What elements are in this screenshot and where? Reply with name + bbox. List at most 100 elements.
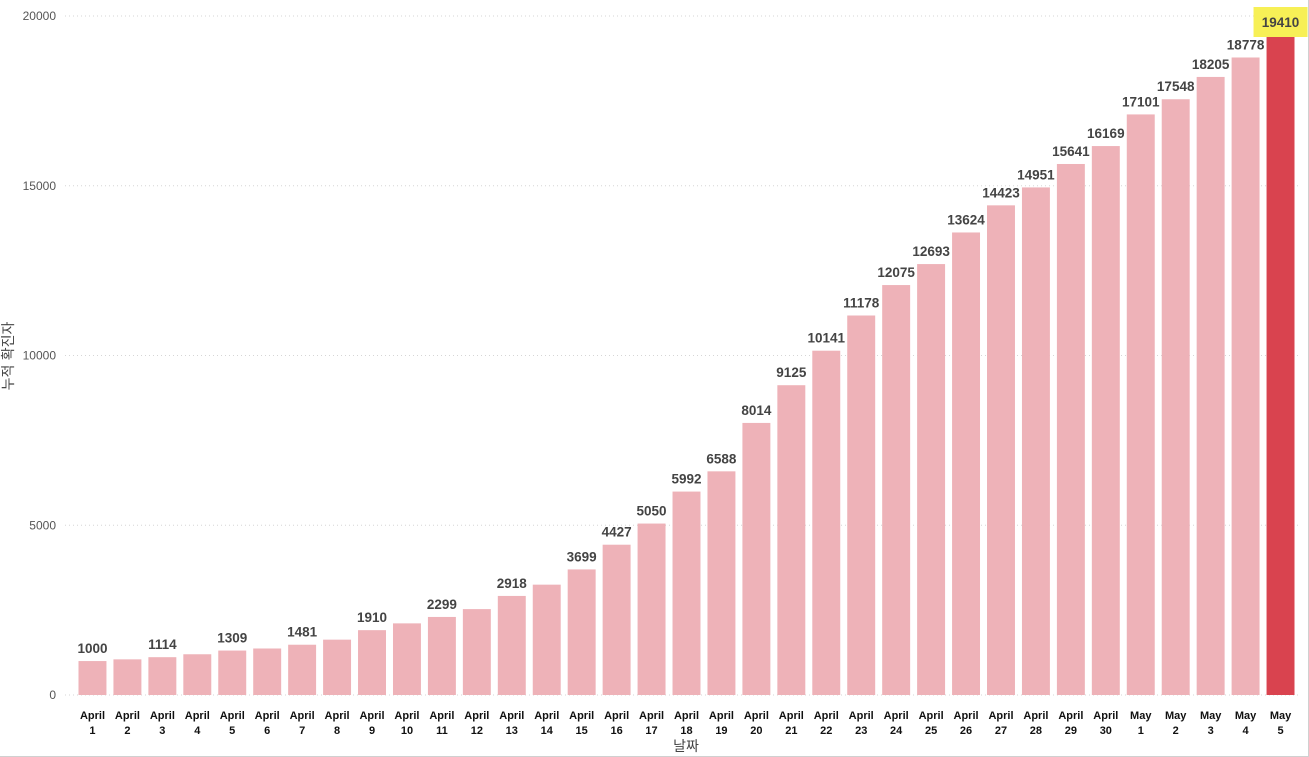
bar[interactable] [1161, 99, 1190, 695]
x-tick-label-day: 5 [1277, 725, 1283, 737]
bar[interactable] [288, 644, 317, 695]
data-label: 17548 [1157, 79, 1195, 94]
x-tick-label-day: 4 [194, 725, 201, 737]
data-label: 1309 [217, 631, 247, 646]
bar[interactable] [323, 639, 352, 695]
bar[interactable] [392, 623, 421, 695]
x-tick-label-month: April [814, 710, 839, 722]
x-tick-label-day: 1 [1138, 725, 1144, 737]
bar[interactable] [882, 285, 911, 695]
bar[interactable] [1231, 57, 1260, 696]
x-tick-label-day: 26 [960, 725, 972, 737]
x-tick-label-month: April [674, 710, 699, 722]
bar[interactable] [952, 232, 981, 695]
x-tick-label-month: April [1093, 710, 1118, 722]
bar[interactable] [707, 471, 736, 695]
bar[interactable] [253, 648, 282, 695]
data-label: 12075 [877, 265, 915, 280]
bar[interactable] [218, 650, 247, 695]
x-tick-label-month: April [150, 710, 175, 722]
y-tick-label: 5000 [29, 518, 56, 532]
bars [78, 36, 1295, 696]
x-tick-label-day: 1 [89, 725, 95, 737]
x-tick-label-month: April [569, 710, 594, 722]
x-axis-ticks: April 1 April 2 April 3 April 4 April 5 April 6 Apri… [80, 710, 1292, 737]
bar[interactable] [183, 654, 212, 695]
data-labels: 1000 1114 1309 1481 1910 2299 2918 3699 4427 5050… [77, 7, 1308, 656]
bar[interactable] [812, 350, 841, 695]
x-tick-label-day: 6 [264, 725, 270, 737]
data-label: 14423 [982, 185, 1020, 200]
bar[interactable] [1266, 36, 1295, 695]
x-tick-label-month: April [988, 710, 1013, 722]
data-label: 4427 [602, 525, 632, 540]
bar[interactable] [987, 205, 1015, 695]
data-label: 17101 [1122, 94, 1160, 109]
x-tick-label-month: April [185, 710, 210, 722]
x-tick-label-day: 12 [471, 725, 483, 737]
x-tick-label-month: April [1023, 710, 1048, 722]
x-tick-label-day: 30 [1100, 725, 1112, 737]
data-label: 5992 [671, 472, 701, 487]
y-tick-label: 15000 [23, 179, 57, 193]
data-label: 6588 [706, 451, 737, 466]
x-tick-label-day: 27 [995, 725, 1007, 737]
y-tick-label: 10000 [23, 349, 57, 363]
x-tick-label-month: April [919, 710, 944, 722]
bar[interactable] [847, 315, 876, 695]
data-label: 14951 [1017, 167, 1055, 182]
x-tick-label-month: April [394, 710, 419, 722]
x-tick-label-day: 2 [1173, 725, 1179, 737]
data-label: 18778 [1227, 37, 1265, 52]
x-tick-label-day: 9 [369, 725, 375, 737]
x-tick-label-day: 11 [436, 725, 448, 737]
bar[interactable] [1196, 76, 1225, 695]
x-tick-label-day: 20 [750, 725, 762, 737]
bar[interactable] [113, 659, 142, 695]
y-tick-label: 0 [49, 688, 56, 702]
bar[interactable] [462, 609, 491, 695]
bar[interactable] [1056, 163, 1085, 696]
bar[interactable] [602, 544, 631, 695]
bar[interactable] [497, 595, 526, 695]
data-label: 2918 [497, 576, 528, 591]
x-tick-label-day: 25 [925, 725, 937, 737]
bar[interactable] [672, 491, 701, 695]
bar[interactable] [777, 385, 806, 695]
bar[interactable] [567, 569, 596, 695]
x-tick-label-day: 21 [785, 725, 797, 737]
bar[interactable] [532, 584, 561, 695]
x-tick-label-day: 5 [229, 725, 235, 737]
x-tick-label-day: 2 [124, 725, 130, 737]
y-tick-label: 20000 [23, 9, 57, 23]
x-tick-label-day: 15 [576, 725, 588, 737]
highlight-label-background [1253, 7, 1308, 37]
data-label: 10141 [807, 331, 845, 346]
bar[interactable] [917, 264, 946, 695]
x-tick-label-day: 3 [159, 725, 165, 737]
bar[interactable] [1126, 114, 1155, 696]
x-tick-label-month: April [359, 710, 384, 722]
x-tick-label-day: 28 [1030, 725, 1042, 737]
x-tick-label-month: April [779, 710, 804, 722]
x-tick-label-month: April [534, 710, 559, 722]
data-label: 5050 [637, 504, 667, 519]
data-label: 9125 [776, 365, 807, 380]
bar[interactable] [78, 661, 107, 695]
bar[interactable] [358, 630, 386, 695]
bar[interactable] [637, 523, 666, 695]
x-tick-label-day: 24 [890, 725, 903, 737]
bar[interactable] [1021, 187, 1050, 695]
bar[interactable] [1091, 146, 1120, 696]
x-tick-label-month: April [290, 710, 315, 722]
x-tick-label-day: 14 [541, 725, 554, 737]
x-tick-label-month: May [1200, 710, 1222, 722]
bar[interactable] [742, 422, 771, 695]
x-tick-label-day: 29 [1065, 725, 1077, 737]
x-tick-label-day: 7 [299, 725, 305, 737]
bar[interactable] [148, 657, 177, 695]
x-tick-label-day: 3 [1208, 725, 1214, 737]
x-tick-label-month: May [1270, 710, 1292, 722]
bar[interactable] [427, 616, 456, 695]
